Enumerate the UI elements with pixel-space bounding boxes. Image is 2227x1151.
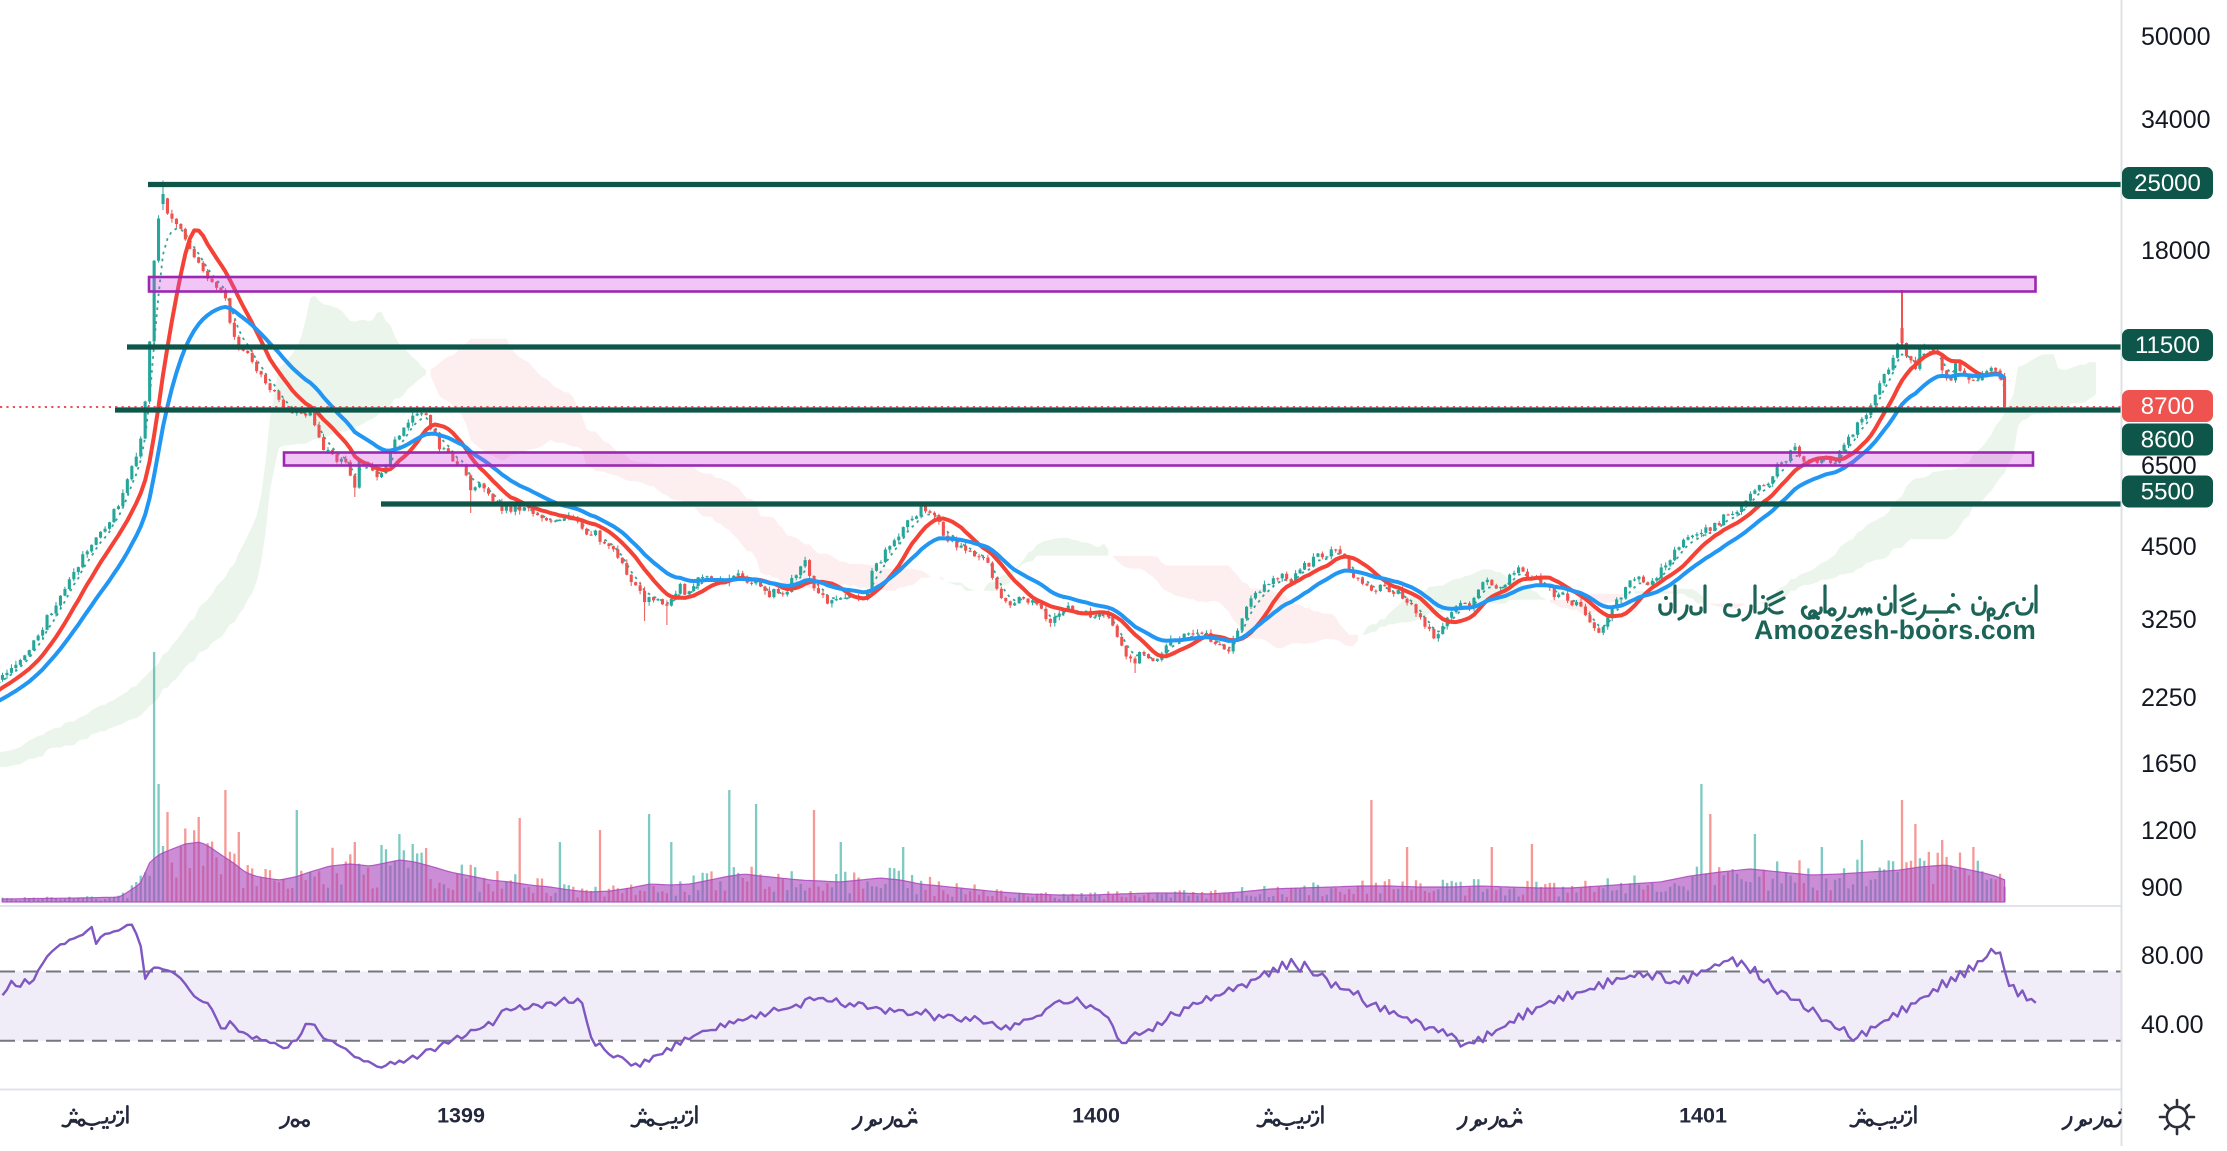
svg-text:40.00: 40.00 bbox=[2141, 1011, 2204, 1039]
svg-text:50000: 50000 bbox=[2141, 23, 2211, 51]
svg-text:11500: 11500 bbox=[2135, 332, 2200, 359]
svg-text:1401: 1401 bbox=[1679, 1104, 1727, 1128]
svg-text:3250: 3250 bbox=[2141, 606, 2197, 634]
svg-text:80.00: 80.00 bbox=[2141, 942, 2204, 970]
svg-text:25000: 25000 bbox=[2134, 170, 2201, 197]
svg-text:1399: 1399 bbox=[437, 1104, 485, 1128]
svg-text:2250: 2250 bbox=[2141, 684, 2197, 712]
svg-text:8600: 8600 bbox=[2141, 427, 2194, 454]
svg-text:18000: 18000 bbox=[2141, 237, 2211, 265]
svg-text:8700: 8700 bbox=[2141, 393, 2194, 420]
svg-text:4500: 4500 bbox=[2141, 533, 2197, 561]
svg-text:5500: 5500 bbox=[2141, 479, 2194, 506]
svg-text:Amoozesh-boors.com: Amoozesh-boors.com bbox=[1754, 615, 2036, 645]
svg-text:900: 900 bbox=[2141, 874, 2183, 902]
svg-text:1400: 1400 bbox=[1072, 1104, 1120, 1128]
svg-text:1200: 1200 bbox=[2141, 817, 2197, 845]
svg-text:1650: 1650 bbox=[2141, 750, 2197, 778]
svg-text:34000: 34000 bbox=[2141, 106, 2211, 134]
